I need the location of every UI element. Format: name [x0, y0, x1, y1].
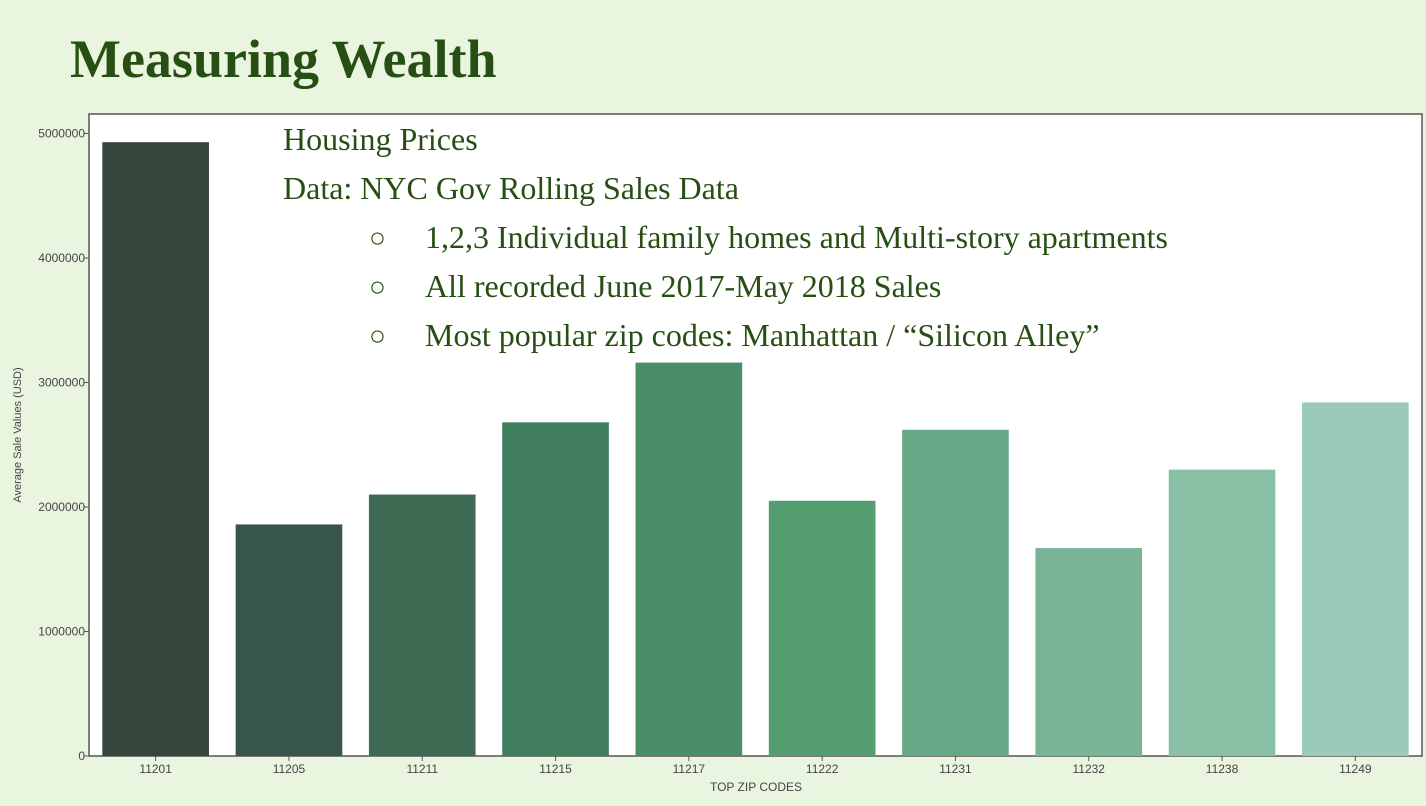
bar [635, 362, 743, 756]
x-tick-label: 11222 [806, 762, 839, 776]
bar [1168, 469, 1276, 756]
y-axis-ticks: 0 1000000 2000000 3000000 4000000 5000000 [38, 127, 89, 763]
y-tick-label: 3000000 [38, 376, 85, 390]
x-tick-label: 11232 [1073, 762, 1106, 776]
x-axis-ticks: 11201 11205 11211 11215 11217 11222 11231 11232… [139, 756, 1372, 776]
x-tick-label: 11231 [939, 762, 972, 776]
y-axis-label: Average Sale Values (USD) [12, 367, 24, 502]
bullet-text: All recorded June 2017-May 2018 Sales [425, 268, 942, 304]
x-tick-label: 11215 [539, 762, 572, 776]
bullet-marker: ○ [369, 321, 386, 352]
bar [1035, 548, 1143, 756]
bar [502, 422, 609, 756]
y-tick-label: 4000000 [38, 251, 85, 265]
bar [768, 500, 876, 756]
x-tick-label: 11211 [406, 762, 438, 776]
x-axis-label: TOP ZIP CODES [710, 780, 802, 794]
bullet-marker: ○ [369, 223, 386, 254]
bar [235, 524, 343, 756]
chart-heading: Housing Prices [283, 121, 478, 157]
y-tick-label: 0 [78, 749, 85, 763]
x-tick-label: 11205 [273, 762, 306, 776]
y-tick-label: 5000000 [38, 127, 85, 141]
y-tick-label: 1000000 [38, 625, 85, 639]
x-tick-label: 11238 [1206, 762, 1239, 776]
data-source-line: Data: NYC Gov Rolling Sales Data [283, 170, 739, 206]
bullet-text: Most popular zip codes: Manhattan / “Sil… [425, 317, 1100, 353]
x-tick-label: 11249 [1339, 762, 1372, 776]
bullet-text: 1,2,3 Individual family homes and Multi-… [425, 219, 1168, 255]
x-tick-label: 11201 [139, 762, 172, 776]
y-tick-label: 2000000 [38, 500, 85, 514]
bar [902, 429, 1009, 756]
bars [102, 142, 1409, 757]
slide-title: Measuring Wealth [70, 29, 497, 89]
x-tick-label: 11217 [673, 762, 706, 776]
bar [1302, 402, 1409, 756]
bar [102, 142, 209, 757]
bar [368, 494, 476, 756]
bullet-marker: ○ [369, 272, 386, 303]
